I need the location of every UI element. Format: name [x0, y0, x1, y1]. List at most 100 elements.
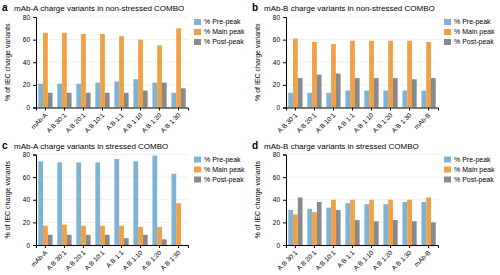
tick-mark: [295, 108, 296, 111]
bar: [86, 235, 91, 245]
tick-mark: [283, 245, 286, 246]
bar: [326, 93, 331, 108]
panel: 020406080A:B 30:1A:B 20:1A:B 10:1A:B 1:1…: [252, 2, 495, 134]
bar: [402, 91, 407, 108]
legend-label: % Post-peak: [204, 38, 244, 46]
y-label: % of IEC charge variants: [4, 161, 12, 239]
bar: [114, 81, 119, 107]
bar: [133, 79, 138, 107]
bar: [412, 79, 417, 107]
tick-label: 40: [23, 196, 31, 203]
panel: 020406080A:B 30:1A:B 20:1A:B 10:1A:B 1:1…: [252, 140, 495, 272]
bar: [95, 83, 100, 108]
axis-domain: [287, 108, 439, 111]
tick-mark: [371, 108, 372, 111]
tick-mark: [33, 17, 36, 18]
grid-line: [36, 39, 188, 40]
tick-mark: [140, 245, 141, 248]
bar-series: [298, 197, 436, 245]
bar: [298, 78, 303, 107]
legend-item: % Post-peak: [444, 176, 494, 184]
grid-line: [286, 17, 438, 18]
title: mAb-A charge variants in non-stressed CO…: [14, 4, 184, 13]
panel: 020406080mAb-AA:B 30:1A:B 20:1A:B 10:1A:…: [2, 140, 245, 272]
bar: [393, 78, 398, 107]
legend-swatch: [194, 29, 201, 35]
bar: [100, 34, 105, 108]
bar: [426, 42, 431, 108]
tick-mark: [45, 108, 46, 111]
bar: [421, 202, 426, 245]
tick: A:B 10:1: [83, 108, 106, 134]
bar: [95, 162, 100, 245]
bar: [288, 210, 293, 245]
tick-label: 0: [276, 104, 280, 111]
legend-item: % Pre-peak: [194, 18, 241, 26]
legend-item: % Post-peak: [444, 38, 494, 46]
tick-mark: [33, 62, 36, 63]
x-axis: A:B 30:1A:B 20:1A:B 10:1A:B 1:1A:B 1:10A…: [276, 108, 439, 134]
title: mAb-B charge variants in non-stressed CO…: [264, 4, 435, 13]
legend-swatch: [194, 39, 201, 45]
y-axis: 020406080: [23, 14, 37, 112]
legend-item: % Pre-peak: [194, 156, 241, 164]
legend-label: % Pre-peak: [204, 18, 241, 26]
tick: A:B 10:1: [314, 245, 337, 271]
legend-item: % Post-peak: [194, 38, 244, 46]
legend-label: % Post-peak: [454, 176, 494, 184]
bar: [57, 84, 62, 108]
tick: 80: [273, 14, 286, 21]
tick-label: A:B 1:30: [390, 111, 413, 134]
tick-mark: [64, 108, 65, 111]
legend-item: % Pre-peak: [444, 18, 491, 26]
tick: A:B 10:1: [83, 245, 106, 271]
legend-label: % Pre-peak: [454, 18, 491, 26]
axis-domain: [37, 108, 189, 111]
tick-label: mAb-B: [413, 249, 432, 268]
y-axis: 020406080: [273, 14, 287, 112]
grid: [286, 155, 438, 246]
tick: 60: [273, 36, 286, 43]
tick-mark: [159, 245, 160, 248]
tick-mark: [45, 245, 46, 248]
bar: [81, 34, 86, 108]
bar: [393, 220, 398, 245]
legend-swatch: [194, 167, 201, 173]
bar: [369, 200, 374, 245]
tick-mark: [33, 108, 36, 109]
tick-mark: [33, 40, 36, 41]
tick-label: 60: [23, 174, 31, 181]
legend-label: % Main peak: [204, 28, 245, 36]
plot: 020406080A:B 30:1A:B 20:1A:B 10:1A:B 1:1…: [273, 14, 439, 134]
bar: [143, 235, 148, 245]
tick-mark: [64, 245, 65, 248]
bar-series: [48, 235, 167, 245]
panel-label: a: [2, 2, 8, 13]
bar: [307, 93, 312, 108]
tick-mark: [121, 245, 122, 248]
tick-label: A:B 10:1: [314, 111, 337, 134]
bar: [355, 220, 360, 245]
tick-mark: [283, 222, 286, 223]
legend-item: % Post-peak: [194, 176, 244, 184]
tick-mark: [283, 17, 286, 18]
legend-swatch: [444, 177, 451, 183]
bar: [307, 209, 312, 245]
bar: [133, 161, 138, 245]
tick-label: A:B 1:30: [159, 111, 182, 134]
tick-mark: [140, 108, 141, 111]
bar: [350, 200, 355, 245]
legend-swatch: [194, 177, 201, 183]
tick: A:B 1:30: [159, 245, 182, 271]
legend: % Pre-peak% Main peak% Post-peak: [444, 18, 495, 46]
bar: [152, 83, 157, 108]
bar: [67, 235, 72, 245]
grid-line: [286, 39, 438, 40]
panel-label: b: [252, 2, 258, 13]
bar: [38, 84, 43, 108]
x-axis: mAb-AA:B 30:1A:B 20:1A:B 10:1A:B 1:1A:B …: [29, 245, 188, 271]
tick: 80: [23, 151, 36, 158]
panel-label: d: [252, 140, 258, 151]
bar: [157, 45, 162, 107]
bar: [105, 93, 110, 108]
